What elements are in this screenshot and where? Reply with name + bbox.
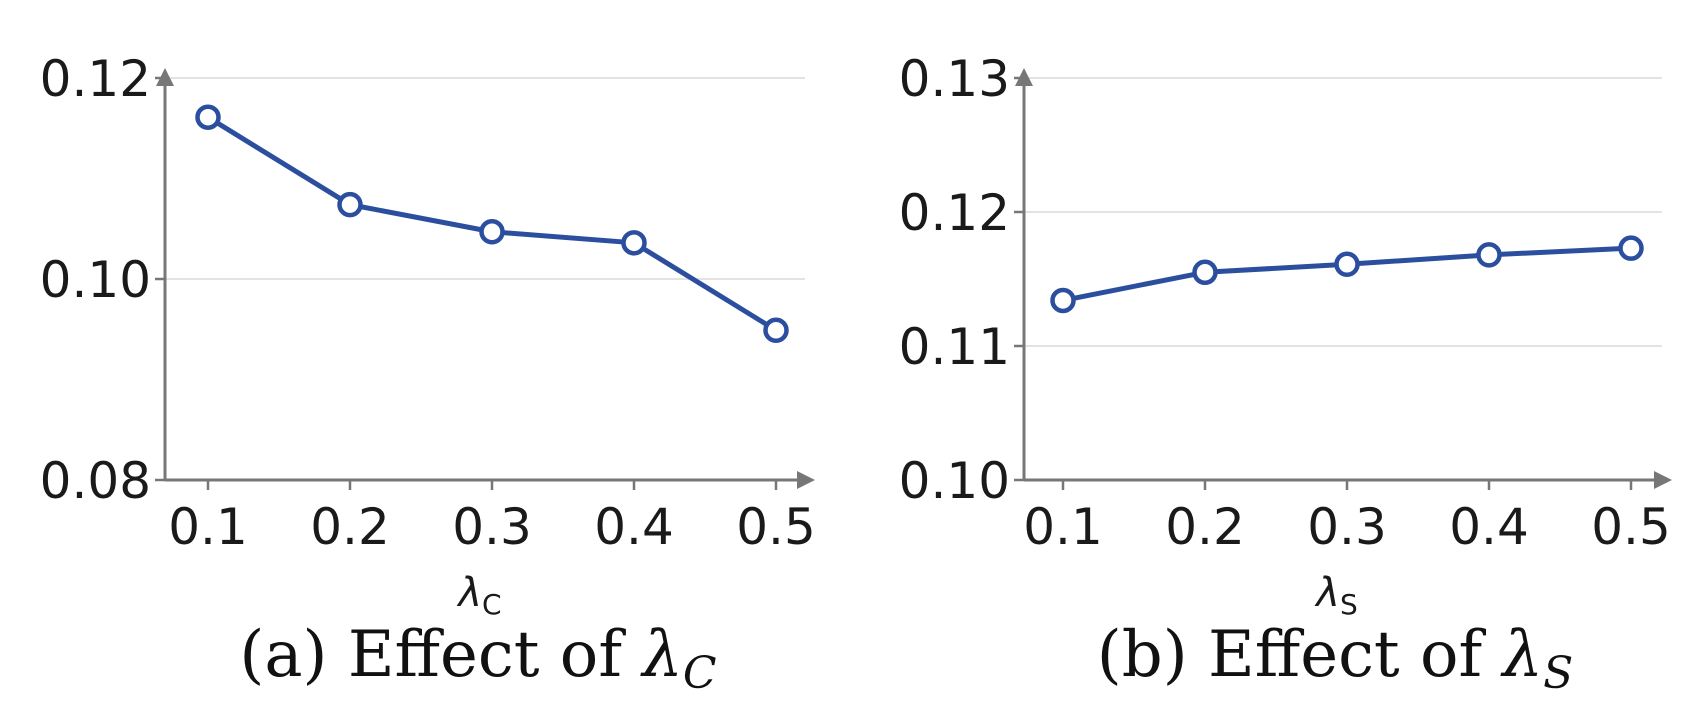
x-tick-label: 0.4 — [594, 498, 674, 556]
x-axis-label-symbol: λ — [456, 570, 482, 616]
caption-symbol: λ — [639, 618, 683, 692]
data-point — [1618, 235, 1644, 261]
x-tick-label: 0.3 — [452, 498, 532, 556]
chart-a: 0.080.100.120.1 0.2 0.3 0.4 0.5λC(a) Effect … — [40, 50, 816, 699]
x-axis-label-subscript: C — [482, 588, 502, 621]
caption: (b) Effect of λS — [1097, 618, 1574, 699]
y-axis-arrow — [1015, 68, 1033, 86]
y-tick-label: 0.12 — [899, 184, 1010, 242]
y-tick-label: 0.10 — [40, 251, 151, 309]
x-axis-label: λC — [456, 570, 501, 621]
y-axis-arrow — [156, 68, 174, 86]
x-tick-label: 0.1 — [1023, 498, 1103, 556]
chart-b: 0.100.110.120.130.1 0.2 0.3 0.4 0.5λS(b) Eff… — [899, 50, 1672, 699]
data-point — [337, 191, 363, 218]
y-tick-label: 0.12 — [40, 50, 151, 108]
y-tick-label: 0.08 — [40, 452, 151, 510]
caption-text: (a) Effect of — [239, 618, 642, 692]
x-axis-label-symbol: λ — [1314, 570, 1340, 616]
x-tick-label: 0.5 — [736, 498, 816, 556]
x-tick-label: 0.1 — [168, 498, 248, 556]
data-point — [1050, 287, 1076, 314]
caption-subscript: S — [1543, 648, 1573, 699]
x-tick-label: 0.5 — [1591, 498, 1671, 556]
caption-subscript: C — [683, 648, 717, 699]
data-point — [763, 317, 789, 344]
caption-text: (b) Effect of — [1097, 618, 1503, 692]
data-point — [195, 104, 221, 130]
y-tick-label: 0.11 — [899, 318, 1010, 376]
y-tick-label: 0.13 — [899, 50, 1010, 108]
caption: (a) Effect of λC — [239, 618, 716, 699]
data-point — [621, 230, 647, 256]
x-axis-label-subscript: S — [1340, 588, 1358, 621]
data-point — [479, 219, 505, 245]
x-tick-label: 0.3 — [1307, 498, 1387, 556]
x-axis-arrow — [1654, 471, 1672, 489]
data-point — [1192, 259, 1218, 286]
x-tick-label: 0.4 — [1449, 498, 1529, 556]
data-point — [1476, 242, 1502, 268]
y-tick-label: 0.10 — [899, 452, 1010, 510]
data-point — [1334, 251, 1360, 278]
caption-symbol: λ — [1500, 618, 1544, 692]
x-tick-label: 0.2 — [1165, 498, 1245, 556]
x-axis-label: λS — [1314, 570, 1357, 621]
x-axis-arrow — [797, 471, 815, 489]
x-tick-label: 0.2 — [310, 498, 390, 556]
